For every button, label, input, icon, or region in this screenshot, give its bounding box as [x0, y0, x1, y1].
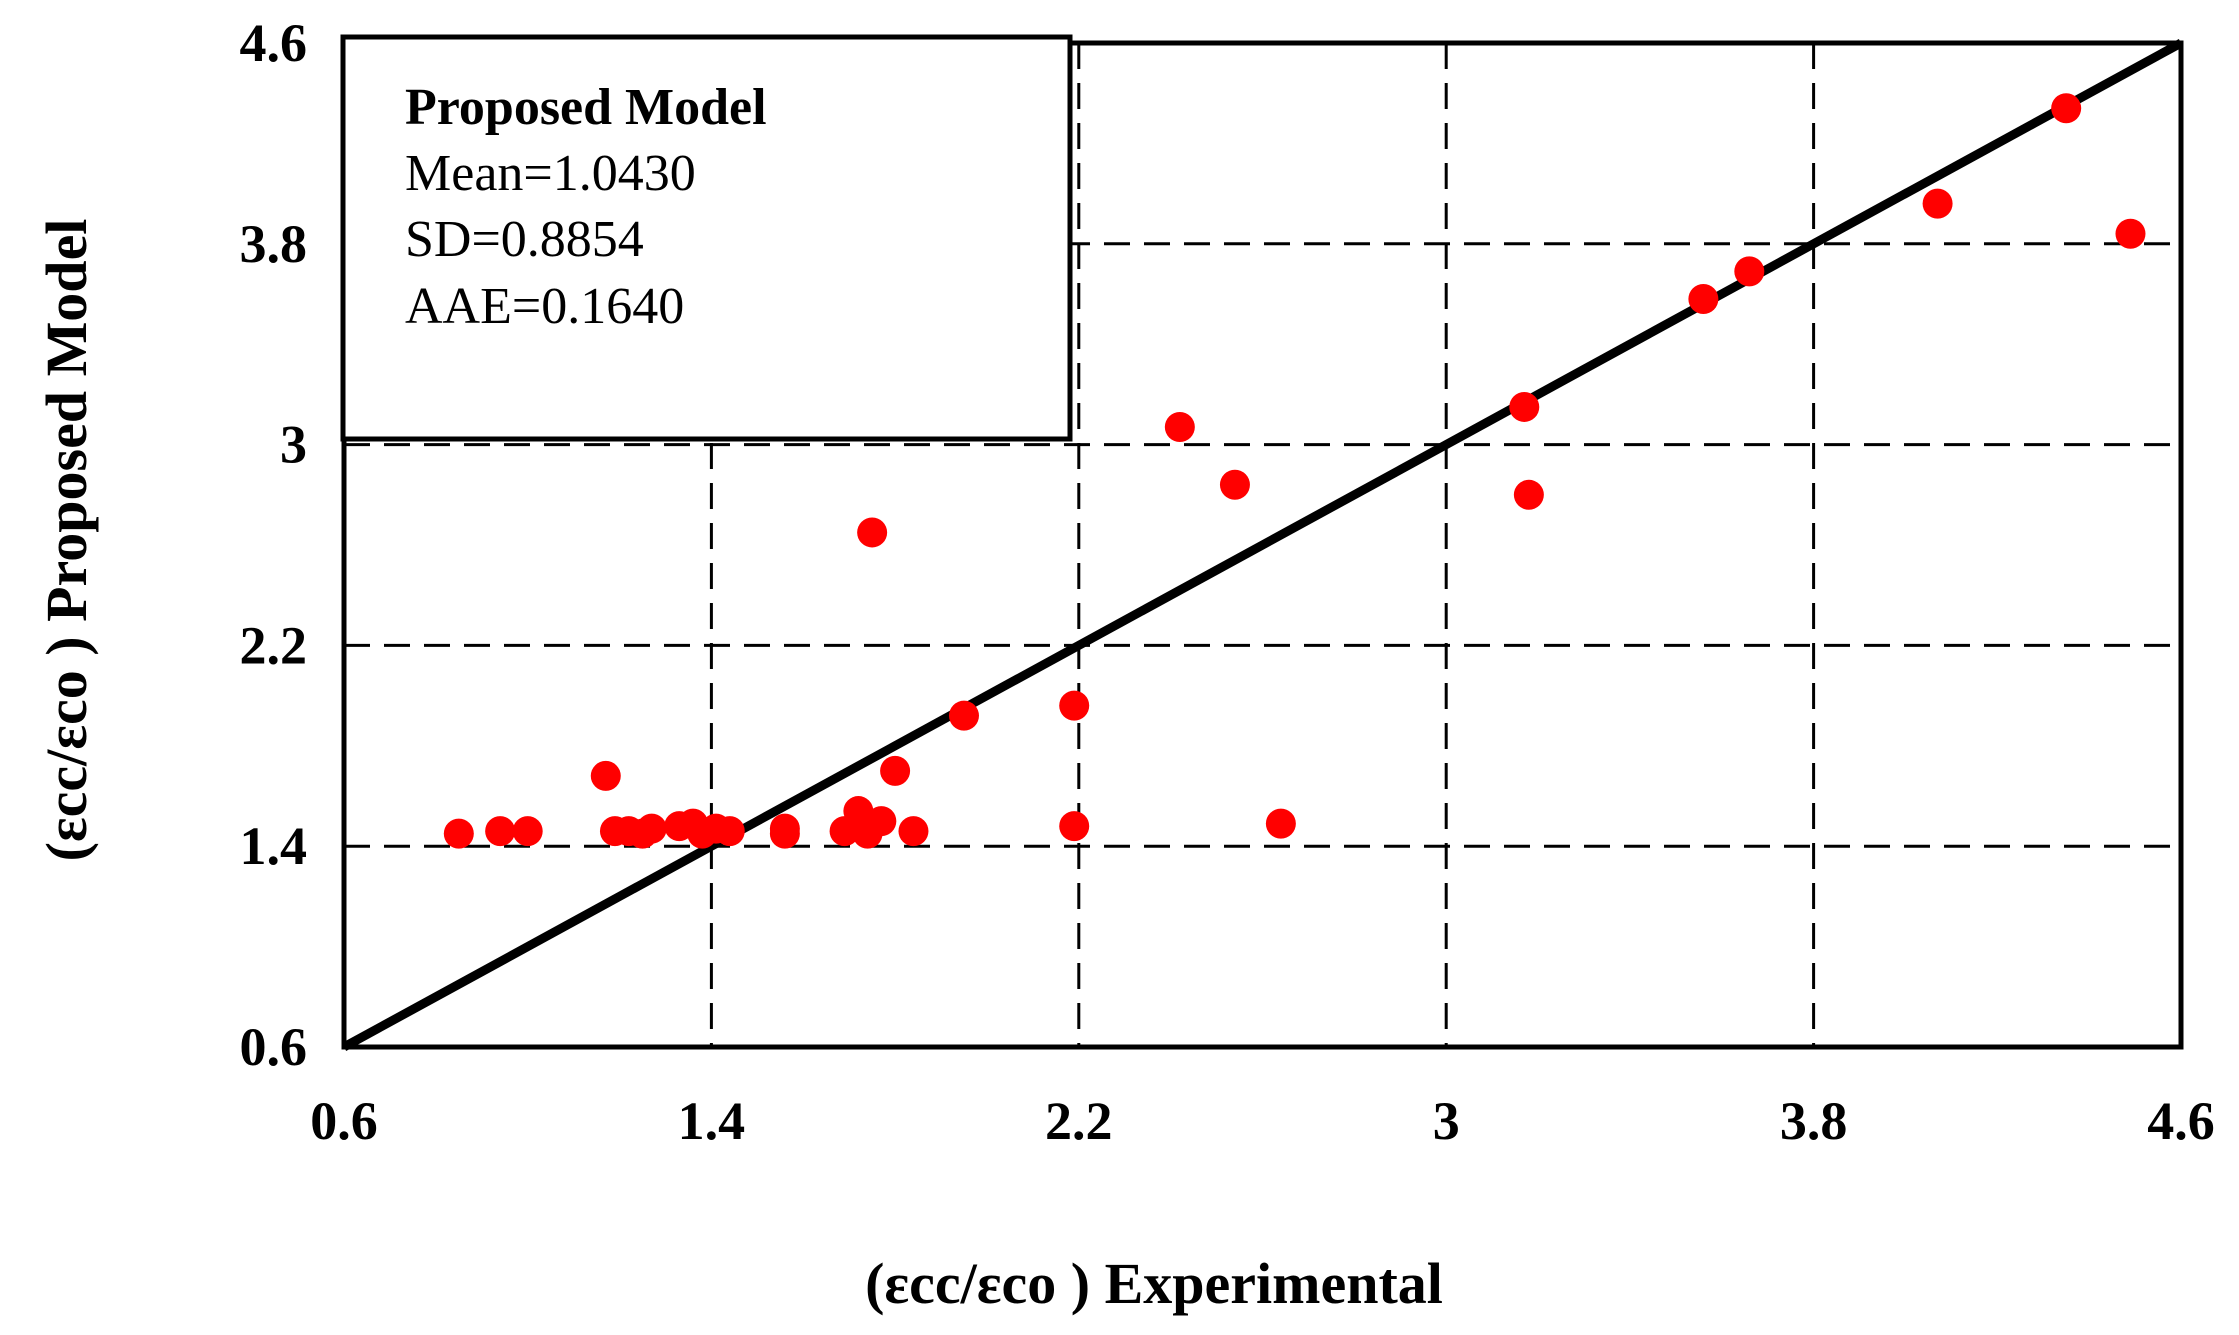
- data-point: [1688, 284, 1719, 315]
- data-point: [1219, 469, 1250, 500]
- y-tick-label: 1.4: [240, 816, 308, 876]
- x-tick-label: 0.6: [310, 1091, 378, 1151]
- data-point: [843, 796, 874, 827]
- data-point: [880, 755, 911, 786]
- legend: Proposed Model Mean=1.0430 SD=0.8854 AAE…: [340, 34, 1073, 442]
- plot-area-frame: [341, 40, 2184, 1050]
- data-point: [769, 818, 800, 849]
- x-tick-label: 4.6: [2147, 1091, 2215, 1151]
- data-point: [2051, 93, 2082, 124]
- data-point: [1922, 188, 1953, 219]
- legend-sd: SD=0.8854: [405, 211, 644, 268]
- y-axis-title: (εcc/εco ) Proposed Model: [34, 219, 99, 862]
- data-point: [636, 813, 667, 844]
- data-point: [512, 816, 543, 847]
- reference-line-y-equals-x: [341, 39, 2184, 1051]
- data-point: [1059, 811, 1090, 842]
- y-tick-label: 3.8: [240, 214, 308, 274]
- y-tick-label: 2.2: [240, 615, 308, 675]
- legend-title: Proposed Model: [405, 79, 767, 136]
- data-point: [898, 816, 929, 847]
- x-tick-label: 2.2: [1045, 1091, 1113, 1151]
- data-point: [590, 760, 621, 791]
- data-point: [1059, 690, 1090, 721]
- legend-mean: Mean=1.0430: [405, 145, 696, 202]
- data-point: [443, 818, 474, 849]
- data-point: [2115, 218, 2146, 249]
- data-point: [485, 816, 516, 847]
- data-point: [866, 806, 897, 837]
- x-tick-label: 1.4: [678, 1091, 746, 1151]
- data-point: [1734, 256, 1765, 287]
- data-point: [948, 700, 979, 731]
- data-points: [443, 93, 2146, 849]
- x-tick-label: 3.8: [1780, 1091, 1848, 1151]
- data-point: [1164, 412, 1195, 443]
- y-tick-label: 3: [280, 415, 307, 475]
- data-point: [714, 816, 745, 847]
- legend-box: [340, 34, 1073, 442]
- data-point: [1509, 391, 1540, 422]
- legend-aae: AAE=0.1640: [405, 278, 684, 335]
- y-tick-label: 0.6: [240, 1017, 308, 1077]
- data-point: [857, 517, 888, 548]
- data-point: [1513, 479, 1544, 510]
- x-axis-title: (εcc/εco ) Experimental: [865, 1251, 1443, 1316]
- y-tick-label: 4.6: [240, 13, 308, 73]
- data-point: [1265, 808, 1296, 839]
- x-tick-label: 3: [1433, 1091, 1460, 1151]
- x-axis-tick-labels: 0.6 1.4 2.2 3 3.8 4.6: [310, 1091, 2215, 1151]
- y-axis-tick-labels: 0.6 1.4 2.2 3 3.8 4.6: [240, 13, 308, 1077]
